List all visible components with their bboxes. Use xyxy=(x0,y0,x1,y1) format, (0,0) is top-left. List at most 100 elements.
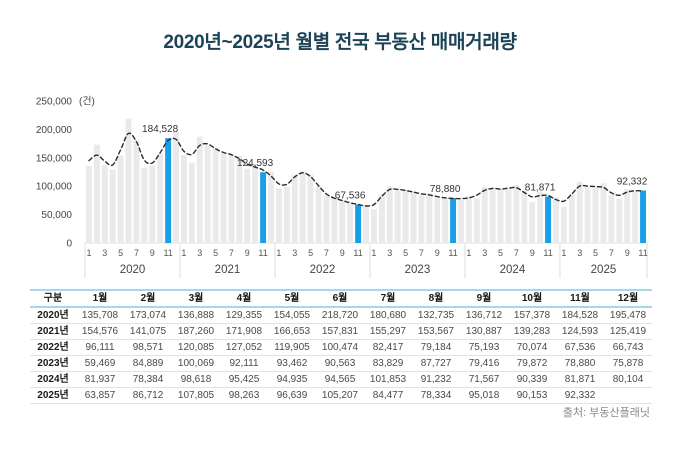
bar xyxy=(426,193,433,243)
table-header-cell: 12월 xyxy=(604,289,652,308)
table-cell: 78,384 xyxy=(124,371,172,388)
table-cell: 173,074 xyxy=(124,307,172,324)
table-header-cell: 구분 xyxy=(30,289,76,308)
table-cell: 135,708 xyxy=(76,307,124,324)
table-cell: 67,536 xyxy=(556,339,604,356)
table-row: 2024년 81,937 78,384 98,618 95,425 94,935 94,56… xyxy=(30,371,652,388)
bar xyxy=(291,174,298,243)
table-cell: 75,193 xyxy=(460,339,508,356)
x-axis-tick-label: 7 xyxy=(229,248,234,258)
bar xyxy=(283,187,290,243)
table-cell: 139,283 xyxy=(508,323,556,340)
bar xyxy=(125,118,132,243)
x-axis-tick-label: 9 xyxy=(625,248,630,258)
table-cell: 80,104 xyxy=(604,371,652,388)
table-cell: 98,571 xyxy=(124,339,172,356)
table-header-cell: 1월 xyxy=(76,289,124,308)
y-axis-tick-label: 100,000 xyxy=(36,182,73,193)
bar xyxy=(93,144,100,243)
bar xyxy=(386,186,393,243)
bar xyxy=(331,198,338,243)
bar xyxy=(465,196,472,243)
source-attribution: 출처: 부동산플래닛 xyxy=(562,407,650,419)
table-cell: 157,831 xyxy=(316,323,364,340)
x-axis-tick-label: 7 xyxy=(609,248,614,258)
bar xyxy=(402,189,409,243)
table-cell: 81,937 xyxy=(76,371,124,388)
table-cell: 84,477 xyxy=(364,387,412,404)
table-cell: 119,905 xyxy=(268,339,316,356)
table-cell xyxy=(604,387,652,404)
bar-highlighted xyxy=(165,138,172,243)
table-cell: 98,618 xyxy=(172,371,220,388)
bar xyxy=(157,153,164,243)
x-axis-tick-label: 1 xyxy=(371,248,376,258)
bar-value-label: 92,332 xyxy=(617,177,648,188)
bar xyxy=(236,155,243,243)
x-axis-tick-label: 1 xyxy=(561,248,566,258)
table-header-cell: 6월 xyxy=(316,289,364,308)
x-axis-tick-label: 3 xyxy=(102,248,107,258)
bar xyxy=(268,171,274,243)
x-axis-tick-label: 5 xyxy=(118,248,123,258)
table-cell: 90,153 xyxy=(508,387,556,404)
bar xyxy=(616,198,623,243)
bar xyxy=(529,202,536,243)
bar xyxy=(624,189,631,243)
table-cell: 78,334 xyxy=(412,387,460,404)
y-axis-tick-label: 200,000 xyxy=(36,125,73,136)
bar xyxy=(521,191,528,243)
bar xyxy=(497,189,504,243)
x-axis-tick-label: 5 xyxy=(213,248,218,258)
table-cell: 87,727 xyxy=(412,355,460,372)
x-axis-tick-label: 1 xyxy=(181,248,186,258)
bar xyxy=(299,170,306,243)
bar xyxy=(196,136,203,243)
x-axis-tick-label: 11 xyxy=(353,248,362,258)
x-axis-tick-label: 1 xyxy=(276,248,281,258)
row-year-label: 2020년 xyxy=(30,307,76,324)
x-axis-year-label: 2023 xyxy=(405,264,431,276)
table-cell: 154,576 xyxy=(76,323,124,340)
table-cell: 66,743 xyxy=(604,339,652,356)
x-axis-tick-label: 3 xyxy=(387,248,392,258)
table-cell: 132,735 xyxy=(412,307,460,324)
table-cell: 136,888 xyxy=(172,307,220,324)
table-header: 구분 1월 2월 3월 4월 5월 6월 7월 8월 9월 10월 11월 12월 xyxy=(30,289,652,308)
table-row: 2023년 59,469 84,889 100,069 92,111 93,462 90,5… xyxy=(30,355,652,372)
table-cell: 92,111 xyxy=(220,355,268,372)
bar xyxy=(363,205,369,243)
y-axis-tick-label: 250,000 xyxy=(36,97,73,108)
table-header-cell: 7월 xyxy=(364,289,412,308)
y-axis-tick-label: 150,000 xyxy=(36,153,73,164)
table-cell: 98,263 xyxy=(220,387,268,404)
bar xyxy=(537,191,544,243)
x-axis-tick-label: 3 xyxy=(577,248,582,258)
table-cell: 78,880 xyxy=(556,355,604,372)
x-axis-tick-label: 9 xyxy=(245,248,250,258)
table-cell: 141,075 xyxy=(124,323,172,340)
bar-value-label: 67,536 xyxy=(335,191,366,202)
table-cell: 71,567 xyxy=(460,371,508,388)
bar xyxy=(560,206,567,243)
x-axis-year-label: 2022 xyxy=(310,264,336,276)
bar xyxy=(180,155,187,243)
y-axis-unit-label: (건) xyxy=(79,96,95,108)
bar xyxy=(632,191,639,243)
x-axis-tick-label: 7 xyxy=(324,248,329,258)
row-year-label: 2021년 xyxy=(30,323,76,340)
x-axis-tick-label: 7 xyxy=(419,248,424,258)
row-year-label: 2023년 xyxy=(30,355,76,372)
x-axis-year-label: 2024 xyxy=(500,264,526,276)
table-header-cell: 9월 xyxy=(460,289,508,308)
row-year-label: 2025년 xyxy=(30,387,76,404)
table-cell: 105,207 xyxy=(316,387,364,404)
table-cell: 153,567 xyxy=(412,323,460,340)
bar xyxy=(141,167,148,243)
bar-highlighted xyxy=(355,204,362,243)
table-row: 2022년 96,111 98,571 120,085 127,052 119,905 10… xyxy=(30,339,652,356)
bar xyxy=(458,199,464,243)
table-cell: 127,052 xyxy=(220,339,268,356)
chart-plot: 0 50,000 100,000 150,000 200,000 250,000 (건) 1 3… xyxy=(36,96,648,278)
bar xyxy=(173,131,179,243)
